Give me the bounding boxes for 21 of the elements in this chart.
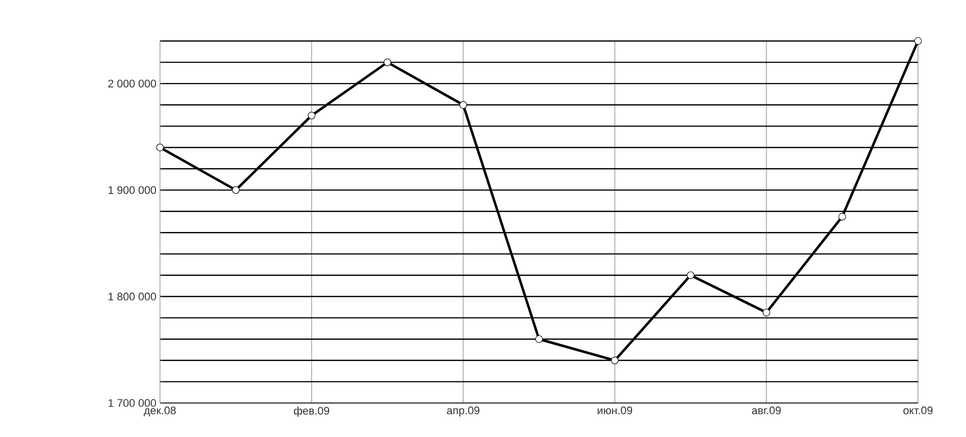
- point: [232, 186, 240, 194]
- point: [611, 356, 619, 364]
- x-tick-label: июн.09: [598, 406, 632, 414]
- y-tick-label: 2 000 000: [108, 80, 156, 88]
- point: [914, 37, 922, 45]
- y-tick-label: 1 900 000: [108, 186, 156, 194]
- point: [384, 58, 392, 66]
- x-tick-label: дек.08: [144, 406, 176, 416]
- x-tick-label: авг.09: [752, 406, 781, 414]
- x-tick-label: апр.09: [446, 406, 480, 416]
- point: [535, 335, 543, 343]
- point: [459, 101, 467, 109]
- point: [308, 112, 316, 120]
- y-tick-label: 1 800 000: [108, 292, 156, 300]
- point: [686, 271, 694, 280]
- x-tick-label: фев.09: [294, 406, 330, 417]
- point: [762, 308, 770, 316]
- point: [838, 212, 846, 220]
- y-tick-label: 1 700 000: [108, 399, 156, 407]
- x-tick-label: окт.09: [903, 406, 933, 414]
- point: [156, 144, 164, 152]
